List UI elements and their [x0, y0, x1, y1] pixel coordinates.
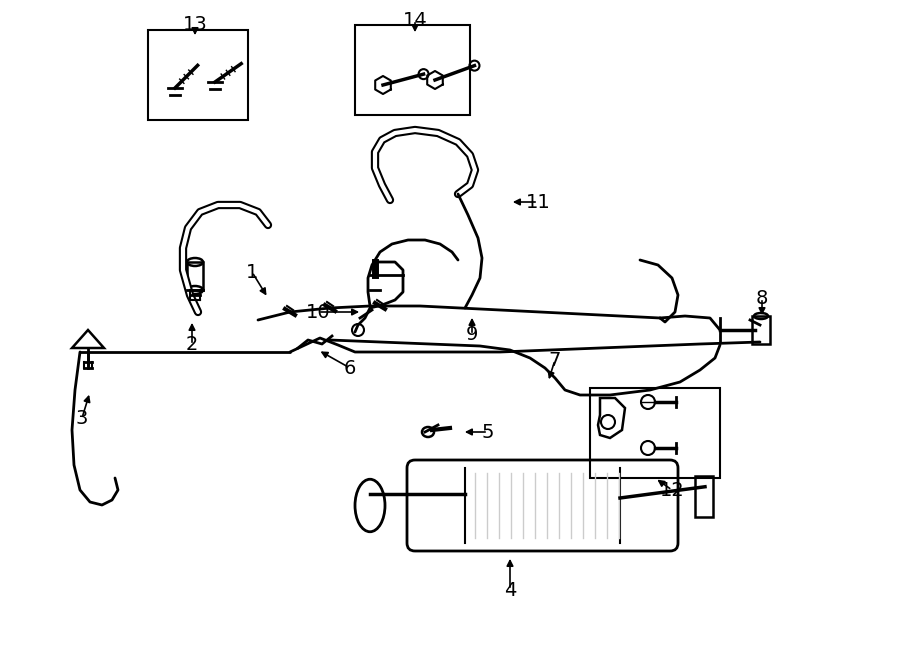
Bar — [590, 388, 720, 478]
Text: 11: 11 — [526, 192, 551, 212]
Text: 5: 5 — [482, 422, 494, 442]
Bar — [187, 262, 203, 290]
Text: 12: 12 — [660, 481, 684, 500]
Text: 7: 7 — [549, 350, 562, 369]
Bar — [695, 475, 713, 517]
Text: 6: 6 — [344, 358, 356, 377]
Text: 8: 8 — [756, 288, 769, 307]
Text: 9: 9 — [466, 325, 478, 344]
Text: 3: 3 — [76, 408, 88, 428]
Text: 10: 10 — [306, 303, 330, 321]
Text: 14: 14 — [402, 11, 428, 30]
Text: 13: 13 — [183, 15, 207, 34]
Text: 4: 4 — [504, 580, 517, 600]
Bar — [752, 316, 770, 344]
Bar — [148, 30, 248, 120]
Text: 1: 1 — [246, 262, 258, 282]
Text: 2: 2 — [185, 336, 198, 354]
Bar — [355, 25, 470, 115]
